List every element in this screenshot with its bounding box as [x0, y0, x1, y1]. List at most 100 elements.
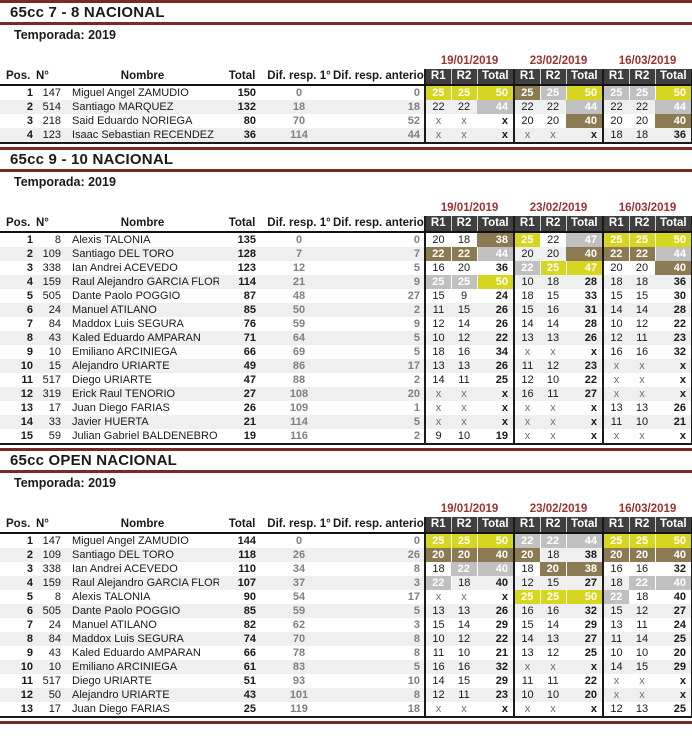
race-total-cell: 22	[655, 317, 692, 331]
col-header-dif-prev: Dif. resp. anterior	[333, 216, 425, 233]
pos-cell: 2	[0, 548, 36, 562]
total-cell: 66	[219, 646, 265, 660]
pos-cell: 1	[0, 533, 36, 548]
pos-cell: 3	[0, 562, 36, 576]
section-title: 65cc 7 - 8 NACIONAL	[10, 4, 165, 21]
race-total-cell: x	[566, 128, 603, 144]
number-cell: 84	[36, 317, 66, 331]
name-cell: Kaled Eduardo AMPARAN	[66, 331, 219, 345]
race-cell: 20	[629, 261, 655, 275]
name-cell: Santiago DEL TORO	[66, 548, 219, 562]
race-cell: 22	[424, 247, 452, 261]
col-header-pos: Pos.	[0, 517, 36, 534]
number-cell: 43	[36, 646, 66, 660]
championship-section: 65cc OPEN NACIONAL Temporada: 2019 19/01/2…	[0, 448, 692, 718]
pos-cell: 14	[0, 415, 36, 429]
race-cell: x	[602, 387, 629, 401]
race-cell: 18	[513, 562, 540, 576]
race-total-cell: 24	[477, 289, 514, 303]
col-header-name: Nombre	[66, 517, 219, 534]
race-cell: 25	[602, 533, 630, 548]
col-header-pos: Pos.	[0, 69, 36, 86]
dif-first-cell: 116	[265, 429, 333, 445]
race-cell: 16	[451, 660, 477, 674]
table-row: 13 17 Juan Diego FARIAS 26 109 1 x x x x x x 13 13 26	[0, 401, 692, 415]
dif-first-cell: 0	[265, 85, 333, 100]
race-col-header-r1: R1	[513, 216, 541, 233]
race-cell: x	[424, 590, 451, 604]
col-header-num: N°	[36, 517, 66, 534]
dif-prev-cell: 0	[333, 232, 425, 247]
race-total-cell: 28	[655, 303, 692, 317]
race-cell: 15	[540, 576, 566, 590]
total-cell: 87	[219, 289, 265, 303]
name-cell: Miguel Angel ZAMUDIO	[66, 85, 219, 100]
race-cell: x	[629, 359, 655, 373]
race-col-header-total: Total	[477, 517, 515, 534]
race-total-cell: 26	[477, 303, 514, 317]
race-total-cell: x	[655, 674, 692, 688]
total-cell: 26	[219, 401, 265, 415]
race-cell: 20	[513, 247, 540, 261]
dif-first-cell: 37	[265, 576, 333, 590]
race-total-cell: 40	[566, 114, 603, 128]
name-cell: Santiago MARQUEZ	[66, 100, 219, 114]
dif-prev-cell: 26	[333, 548, 425, 562]
dif-prev-cell: 8	[333, 688, 425, 702]
race-cell: 20	[602, 114, 629, 128]
name-cell: Julian Gabriel BALDENEBRO	[66, 429, 219, 445]
number-cell: 147	[36, 85, 66, 100]
race-cell: 18	[629, 128, 655, 144]
race-total-cell: 38	[566, 562, 603, 576]
race-total-cell: x	[566, 401, 603, 415]
table-row: 2 109 Santiago DEL TORO 128 7 7 22 22 44 20 20 40 22…	[0, 247, 692, 261]
race-cell: 12	[424, 688, 451, 702]
race-cell: 25	[424, 275, 452, 289]
total-cell: 90	[219, 590, 265, 604]
total-cell: 128	[219, 247, 265, 261]
race-total-cell: 27	[655, 604, 692, 618]
race-total-cell: 20	[566, 688, 603, 702]
race-cell: 18	[424, 562, 451, 576]
col-header-total: Total	[219, 216, 265, 233]
race-cell: 18	[424, 345, 451, 359]
race-total-cell: 29	[566, 618, 603, 632]
race-cell: 12	[629, 604, 655, 618]
total-cell: 47	[219, 373, 265, 387]
race-cell: 11	[513, 674, 540, 688]
race-cell: 13	[602, 618, 629, 632]
race-cell: x	[513, 128, 540, 144]
race-total-cell: x	[655, 688, 692, 702]
race-date-label: 19/01/2019	[440, 202, 499, 214]
dif-prev-cell: 27	[333, 289, 425, 303]
dif-prev-cell: 5	[333, 604, 425, 618]
race-cell: 16	[629, 345, 655, 359]
name-cell: Alexis TALONIA	[66, 590, 219, 604]
race-cell: x	[540, 345, 566, 359]
pos-cell: 5	[0, 590, 36, 604]
date-row-spacer	[0, 201, 425, 216]
dif-prev-cell: 9	[333, 275, 425, 289]
dif-prev-cell: 5	[333, 660, 425, 674]
race-col-header-total: Total	[655, 69, 692, 86]
race-cell: 14	[540, 317, 566, 331]
race-cell: 13	[629, 702, 655, 718]
race-cell: 20	[602, 548, 630, 562]
race-cell: x	[602, 359, 629, 373]
race-cell: x	[629, 688, 655, 702]
dif-prev-cell: 5	[333, 345, 425, 359]
total-cell: 114	[219, 275, 265, 289]
race-total-cell: 26	[477, 604, 514, 618]
race-cell: 11	[451, 688, 477, 702]
race-cell: 12	[602, 702, 629, 718]
race-total-cell: 38	[477, 232, 514, 247]
race-total-cell: 40	[566, 247, 603, 261]
race-cell: 20	[424, 232, 451, 247]
race-cell: x	[602, 429, 629, 445]
dif-first-cell: 109	[265, 401, 333, 415]
table-row: 8 84 Maddox Luis SEGURA 74 70 8 10 12 22 14 13 27 11…	[0, 632, 692, 646]
race-col-header-r2: R2	[451, 216, 478, 233]
race-total-cell: 21	[655, 415, 692, 429]
race-col-header-r1: R1	[513, 69, 541, 86]
pos-cell: 11	[0, 674, 36, 688]
